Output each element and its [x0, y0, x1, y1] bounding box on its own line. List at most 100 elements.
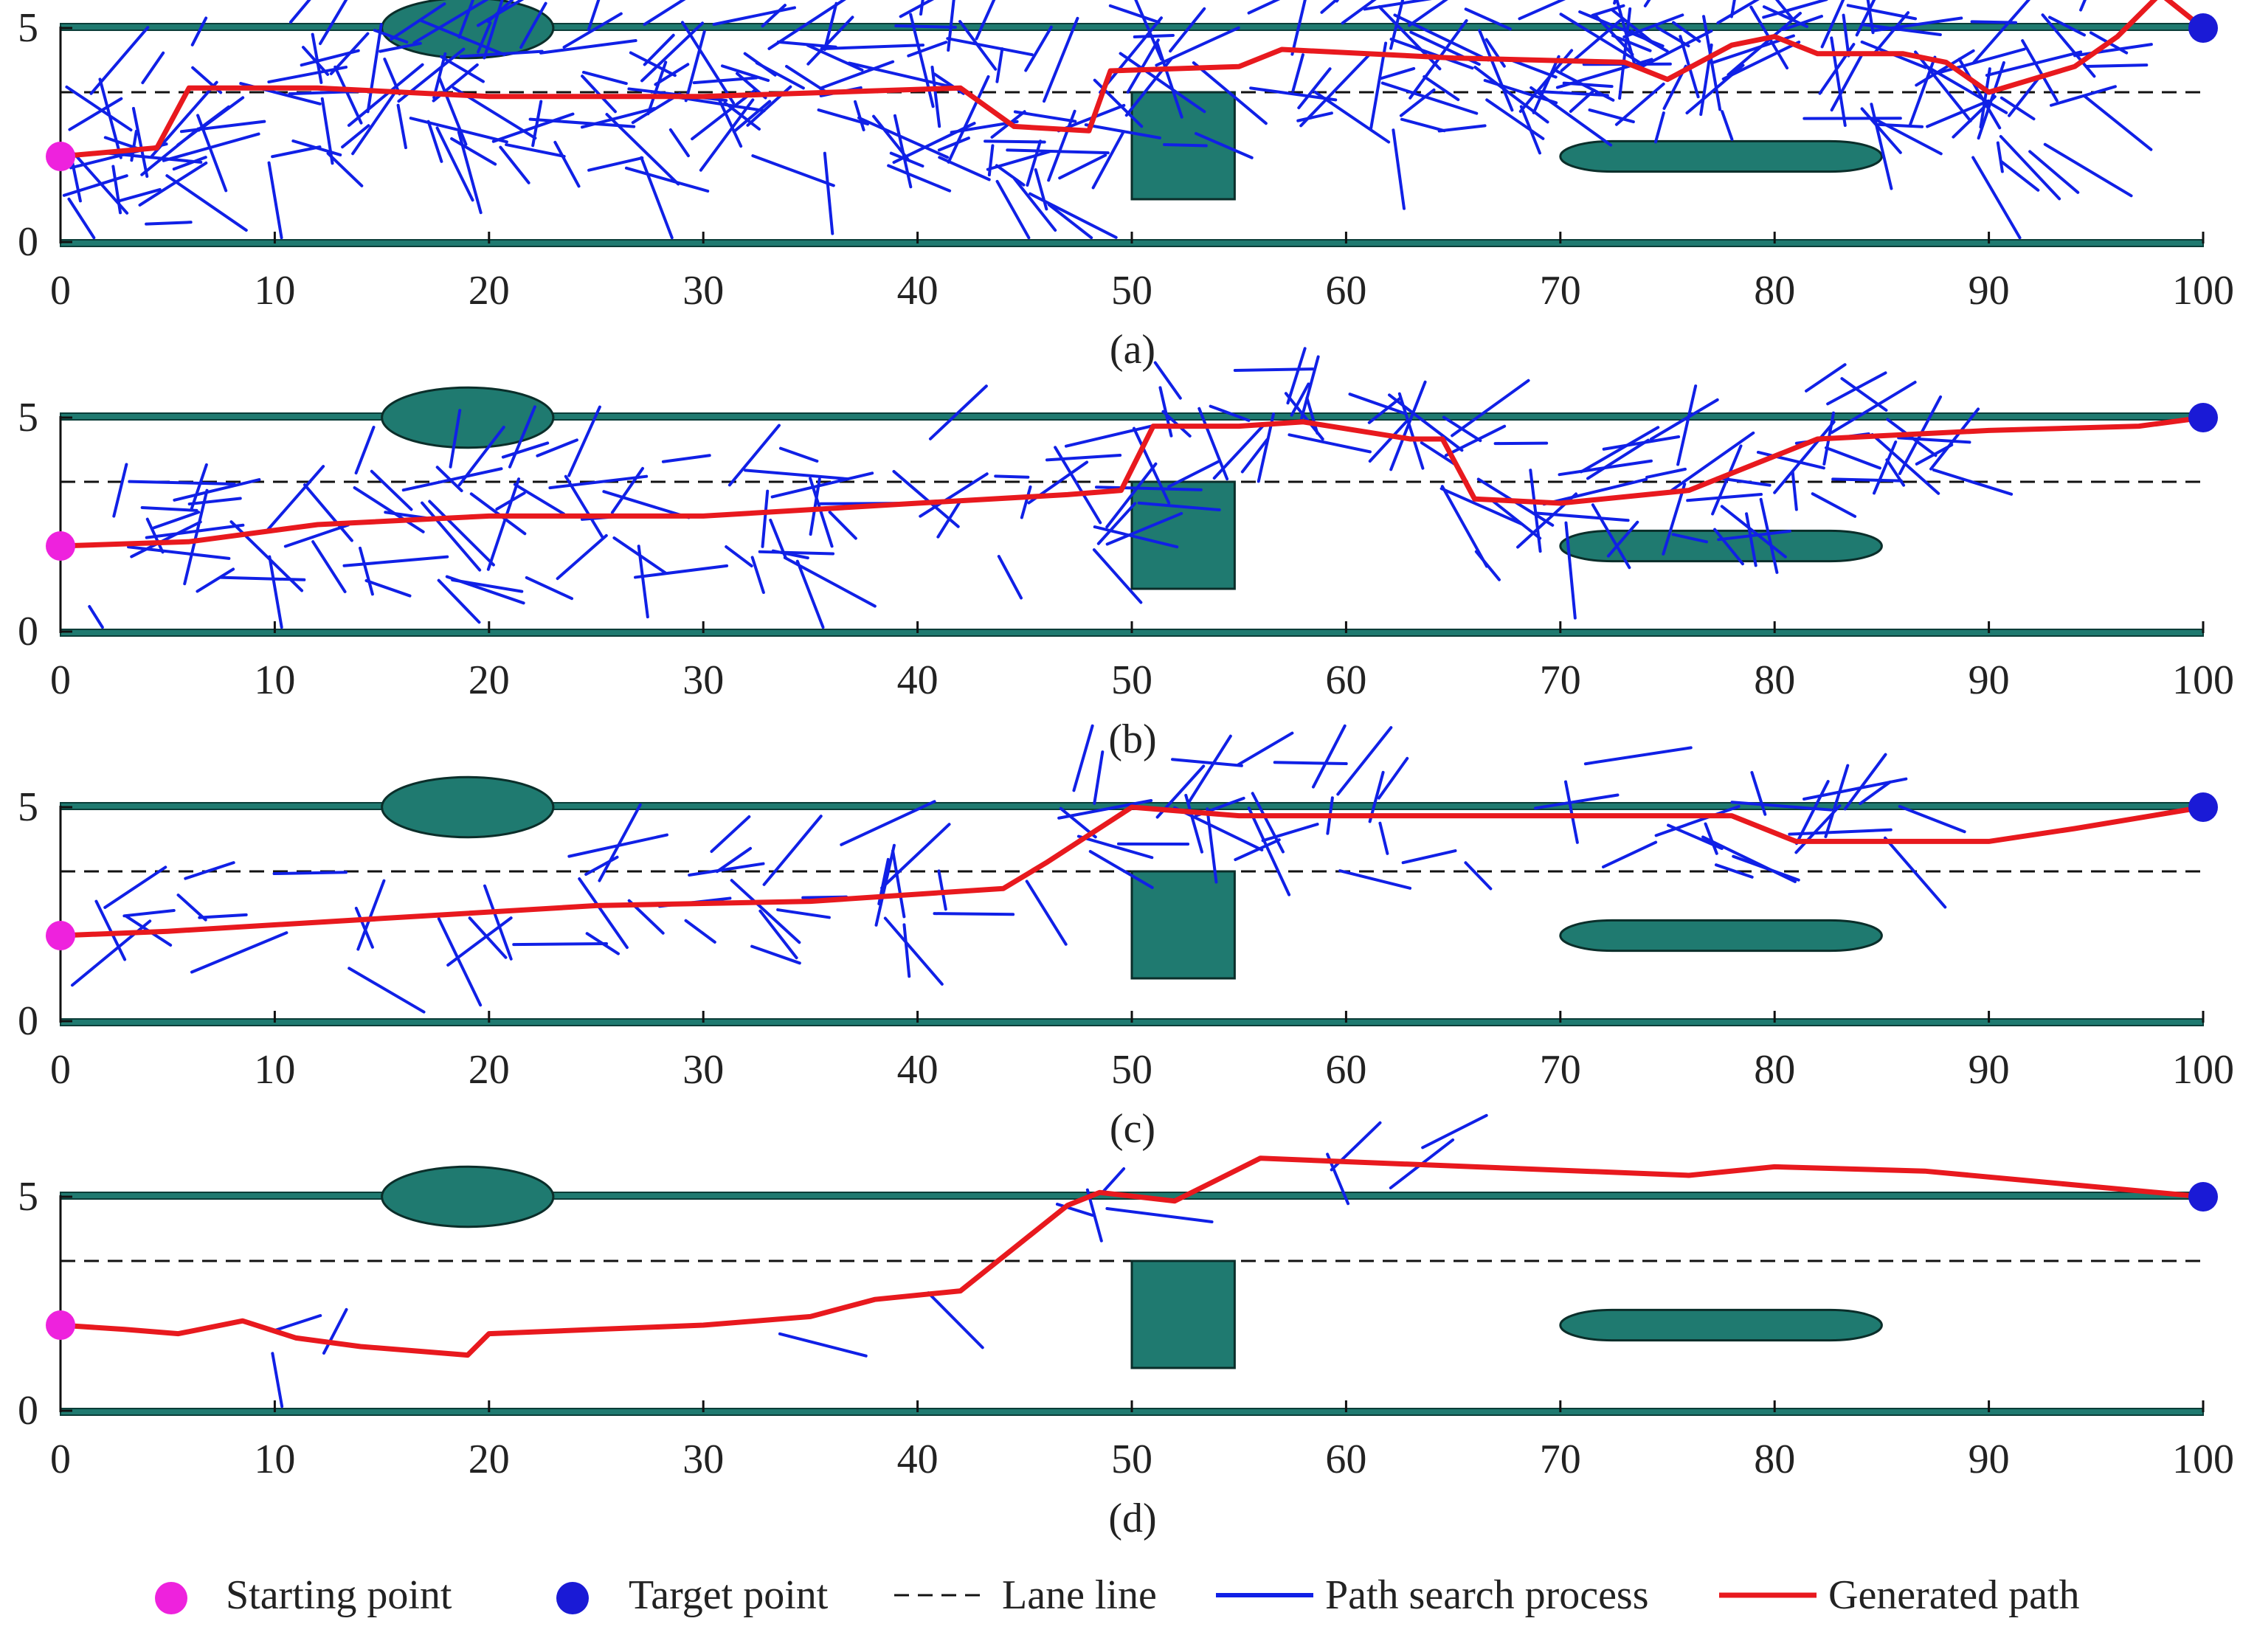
- search-branch: [750, 944, 801, 965]
- search-branch: [1013, 110, 1077, 123]
- search-branch: [379, 41, 422, 53]
- search-branch: [366, 23, 383, 114]
- search-branch: [727, 424, 781, 487]
- search-branch: [1518, 0, 1566, 21]
- search-branch: [1192, 61, 1268, 125]
- search-branch: [1288, 433, 1372, 454]
- x-tick-label: 60: [1325, 657, 1366, 703]
- search-branch: [598, 803, 642, 882]
- search-branch: [1539, 90, 1609, 97]
- search-branch: [778, 1332, 868, 1358]
- search-branch: [2028, 150, 2080, 194]
- search-branch: [432, 52, 447, 100]
- search-branch: [743, 52, 777, 77]
- search-branch: [1399, 88, 1436, 117]
- search-branch: [556, 533, 608, 581]
- search-branch: [1846, 4, 1918, 21]
- x-tick-label: 10: [254, 657, 295, 703]
- search-branch: [1533, 511, 1630, 522]
- search-branch: [1996, 141, 2004, 173]
- search-branch: [1025, 879, 1068, 946]
- search-branch: [902, 923, 911, 978]
- search-branch: [1583, 746, 1693, 766]
- search-branch: [1493, 441, 1549, 446]
- x-tick-label: 50: [1111, 1437, 1152, 1482]
- x-tick-label: 20: [469, 1437, 510, 1482]
- starting-point-marker: [46, 142, 75, 171]
- search-branch: [1423, 75, 1460, 102]
- search-branch: [1093, 525, 1179, 549]
- search-branch: [525, 576, 574, 601]
- search-branch: [1341, 0, 1377, 25]
- search-branch: [699, 98, 755, 172]
- x-tick-label: 40: [897, 268, 939, 314]
- y-tick-label: 5: [18, 784, 38, 830]
- search-branch: [103, 865, 167, 909]
- search-branch: [758, 550, 835, 556]
- search-branch: [1884, 836, 1947, 909]
- search-branch: [1313, 90, 1391, 144]
- search-branch: [1564, 521, 1577, 620]
- search-branch: [1034, 168, 1048, 211]
- starting-point-marker: [46, 531, 75, 561]
- search-branch: [68, 97, 123, 131]
- search-branch: [162, 132, 260, 162]
- search-branch: [508, 405, 536, 469]
- search-branch: [1240, 438, 1269, 474]
- search-branch: [809, 477, 821, 536]
- search-branch: [1043, 16, 1079, 103]
- panel-d: 0 10 20 30 40 50 60 70 80 90 100 0 5 (d): [18, 1113, 2234, 1541]
- search-branch: [271, 1352, 284, 1409]
- x-tick-label: 100: [2172, 657, 2234, 703]
- search-branch: [1026, 139, 1042, 187]
- target-point-marker: [2188, 792, 2218, 822]
- search-branch: [446, 916, 513, 967]
- obstacle-rectangle: [1130, 1259, 1236, 1369]
- search-branch: [1464, 7, 1512, 31]
- search-branch: [396, 103, 407, 150]
- generated-path: [60, 0, 2205, 159]
- search-branch: [1237, 731, 1294, 767]
- search-branch: [401, 467, 503, 492]
- search-branch: [585, 932, 620, 955]
- search-branch: [2008, 74, 2042, 117]
- search-branch: [1979, 67, 1991, 129]
- search-branch: [691, 89, 756, 141]
- search-branch: [145, 517, 165, 554]
- search-branch: [1873, 440, 1898, 495]
- search-branch: [587, 0, 601, 32]
- search-branch: [283, 523, 350, 548]
- search-branch: [1367, 396, 1402, 424]
- search-branch: [130, 520, 202, 559]
- search-branch: [501, 441, 550, 459]
- search-branch: [428, 500, 495, 567]
- search-branch: [1088, 849, 1154, 889]
- search-branch: [725, 545, 753, 567]
- search-branch: [1058, 153, 1107, 180]
- search-branch: [483, 884, 513, 961]
- search-branch: [1335, 0, 1340, 3]
- search-branch: [1045, 454, 1122, 462]
- search-branch: [883, 916, 944, 986]
- search-branch: [818, 60, 895, 90]
- search-branch: [1105, 462, 1158, 529]
- x-tick-label: 50: [1111, 1047, 1152, 1093]
- search-branch: [1105, 511, 1183, 546]
- search-branch: [806, 44, 864, 72]
- x-tick-label: 70: [1540, 1047, 1581, 1093]
- search-branch: [1401, 849, 1457, 865]
- search-branch: [712, 6, 796, 26]
- legend-target-marker: [556, 1582, 589, 1614]
- search-branch: [1649, 398, 1719, 441]
- search-branch: [994, 474, 1030, 479]
- search-branch: [857, 116, 950, 159]
- search-branch: [303, 483, 353, 542]
- search-branch: [1290, 0, 1307, 56]
- search-branch: [1794, 803, 1842, 854]
- target-point-marker: [2188, 13, 2218, 43]
- search-branch: [342, 555, 449, 567]
- search-branch: [1437, 124, 1487, 133]
- search-branch: [634, 564, 729, 579]
- search-branch: [1985, 50, 2083, 77]
- search-branch: [190, 16, 208, 46]
